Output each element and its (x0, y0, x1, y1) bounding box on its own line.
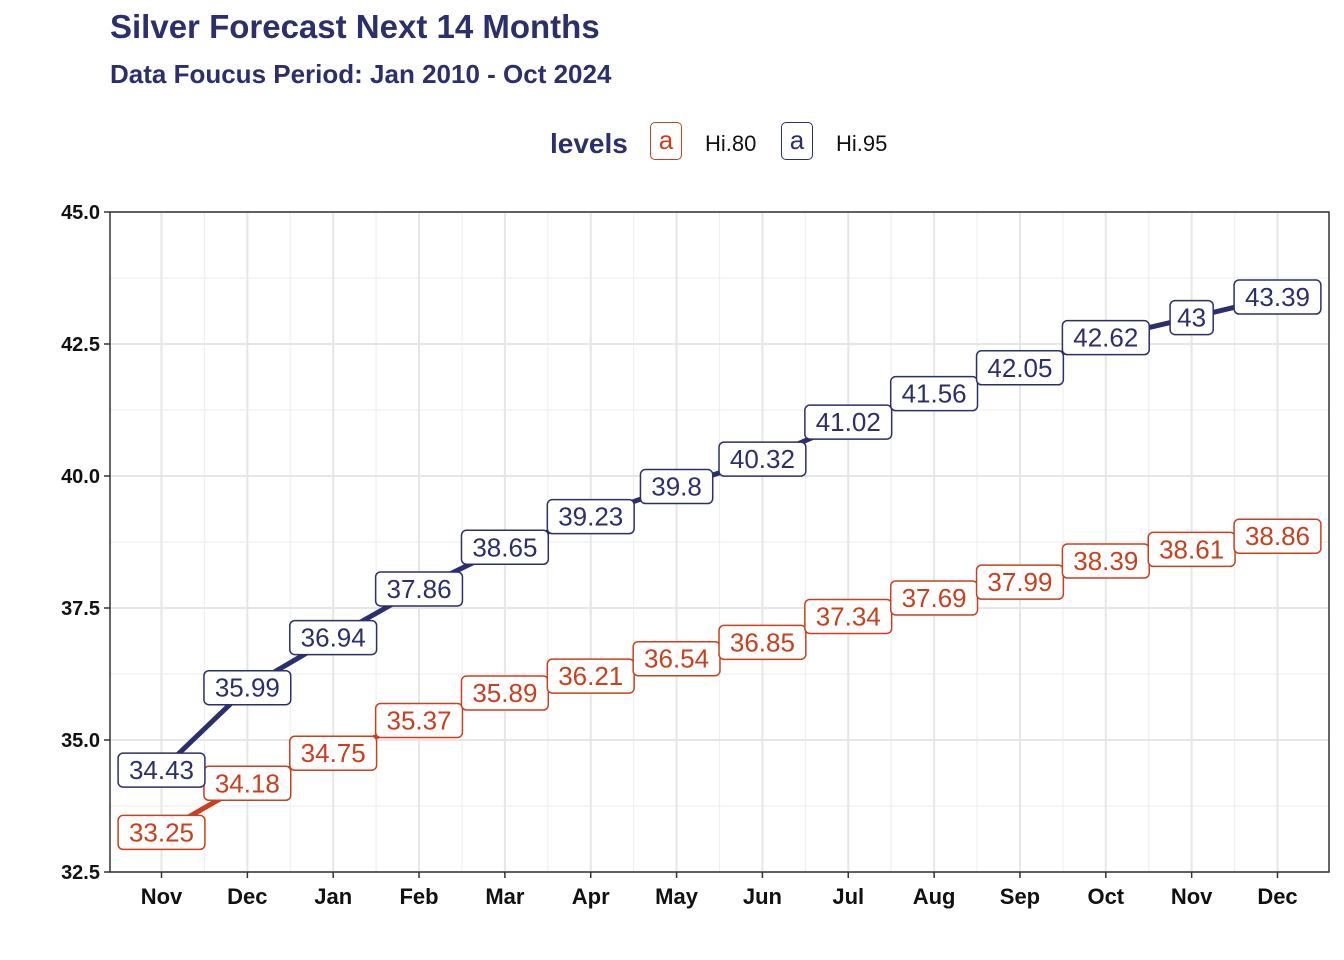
chart-subtitle: Data Foucus Period: Jan 2010 - Oct 2024 (110, 59, 612, 89)
legend-label-hi80: Hi.80 (705, 131, 757, 156)
y-tick-label: 32.5 (61, 862, 100, 884)
x-tick-label: Jan (314, 884, 352, 909)
data-label: 34.43 (129, 755, 194, 785)
x-tick-label: May (655, 884, 699, 909)
data-label-box (117, 752, 206, 788)
data-label: 38.65 (472, 532, 537, 562)
x-tick-label: Jun (743, 884, 782, 909)
data-label: 37.86 (387, 574, 452, 604)
data-label: 38.86 (1245, 521, 1310, 551)
x-tick-label: Sep (1000, 884, 1040, 909)
data-label-box (546, 658, 635, 694)
panel-border (109, 211, 1330, 873)
data-labels-hi80: 33.25 34.18 34.75 35.37 35.89 36.21 36.54 36.85… (117, 518, 1322, 851)
legend-key-hi95: a (781, 122, 813, 160)
data-label-box (632, 640, 721, 677)
data-label: 39.23 (558, 502, 623, 532)
x-tick-label: Feb (399, 884, 438, 909)
x-tick-label: Aug (913, 884, 956, 909)
data-label-box (289, 735, 378, 771)
data-label: 35.89 (472, 678, 537, 708)
data-label: 37.69 (902, 583, 967, 613)
x-tick-label: Apr (572, 884, 610, 909)
x-tick-label: Dec (227, 884, 267, 909)
data-label: 41.56 (902, 379, 967, 409)
x-axis: Nov Dec Jan Feb Mar Apr May Jun Jul Aug Sep Oct Nov D… (141, 872, 1298, 909)
x-tick-label: Nov (141, 884, 183, 909)
x-tick-label: Jul (832, 884, 864, 909)
data-label: 35.99 (215, 673, 280, 703)
data-label-box (546, 498, 635, 535)
data-label-box (460, 675, 550, 711)
legend-label-hi95: Hi.95 (836, 131, 888, 156)
x-tick-label: Nov (1171, 884, 1213, 909)
data-label-box (460, 529, 550, 566)
data-label-box (117, 814, 206, 851)
data-label: 41.02 (816, 407, 881, 437)
data-label-box (374, 702, 464, 739)
data-label-box (1169, 299, 1214, 336)
chart-title: Silver Forecast Next 14 Months (110, 8, 600, 45)
data-label-box (975, 350, 1065, 386)
data-label: 35.37 (387, 705, 452, 735)
data-label-box (1061, 319, 1150, 356)
legend-key-hi80: a (650, 122, 682, 160)
y-axis: 32.5 35.0 37.5 40.0 42.5 45.0 (61, 202, 110, 884)
data-label-box (804, 598, 893, 635)
data-label-box (975, 564, 1065, 600)
y-tick-label: 42.5 (61, 334, 100, 356)
data-label: 38.61 (1159, 534, 1224, 564)
x-tick-label: Oct (1087, 884, 1124, 909)
data-label-box (889, 375, 979, 412)
data-label: 38.39 (1073, 546, 1138, 576)
data-labels-hi95: 34.43 35.99 36.94 37.86 38.65 39.23 39.8 40.32 4… (117, 279, 1322, 788)
data-label-box (374, 571, 464, 607)
data-label: 36.54 (644, 644, 709, 674)
data-label-box (718, 441, 807, 477)
data-label: 34.75 (301, 738, 366, 768)
data-label: 36.21 (558, 661, 623, 691)
data-label: 37.99 (987, 567, 1052, 597)
data-label: 39.8 (651, 472, 702, 502)
x-tick-label: Dec (1257, 884, 1297, 909)
data-label-box (804, 404, 893, 440)
data-label-box (1233, 518, 1322, 554)
data-label-box (718, 624, 807, 661)
data-label: 34.18 (215, 768, 280, 798)
legend-title: levels (550, 128, 628, 159)
data-label: 43.39 (1245, 282, 1310, 312)
x-tick-label: Mar (485, 884, 525, 909)
data-label-box (203, 669, 292, 706)
y-tick-label: 45.0 (61, 202, 100, 224)
data-label-box (1233, 279, 1322, 315)
data-label-box (289, 619, 378, 656)
y-tick-label: 35.0 (61, 730, 100, 752)
data-label: 42.62 (1073, 323, 1138, 353)
data-label: 33.25 (129, 817, 194, 847)
data-label-box (639, 468, 714, 505)
data-label: 36.85 (730, 627, 795, 657)
data-label: 43 (1177, 303, 1206, 333)
data-label: 37.34 (816, 601, 881, 631)
y-tick-label: 37.5 (61, 598, 100, 620)
data-label: 40.32 (730, 444, 795, 474)
data-label: 36.94 (301, 623, 366, 653)
y-tick-label: 40.0 (61, 466, 100, 488)
data-label: 42.05 (987, 353, 1052, 383)
